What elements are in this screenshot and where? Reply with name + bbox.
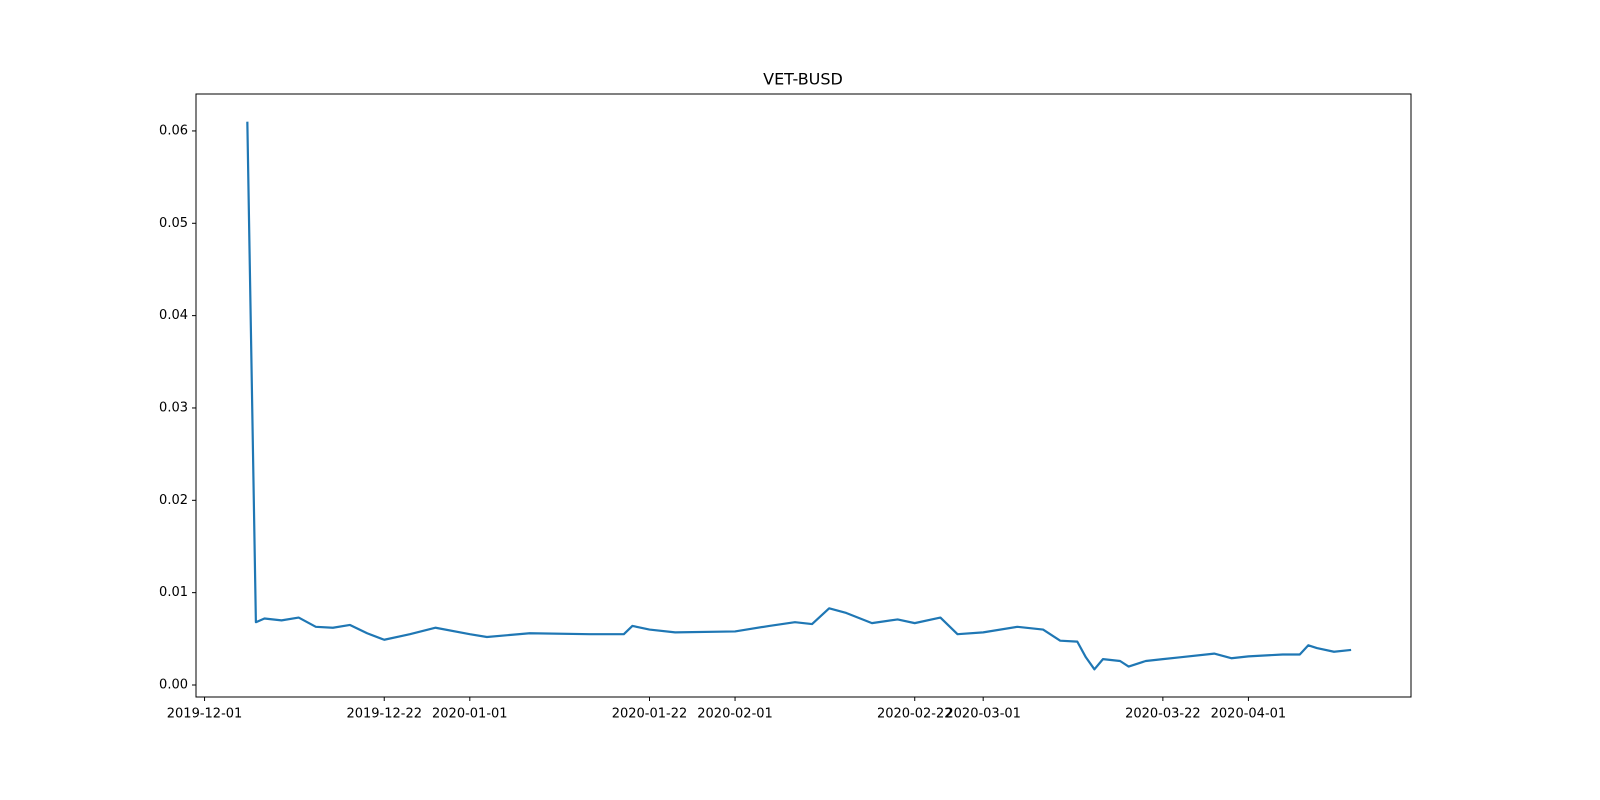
y-tick-label: 0.03 [159,400,188,415]
y-tick-label: 0.06 [159,123,188,138]
x-tick-label: 2020-01-01 [432,707,508,722]
line-series [246,121,1352,671]
plot-frame [195,93,1412,698]
x-tick-label: 2020-01-22 [612,707,688,722]
y-tick-label: 0.05 [159,216,188,231]
x-tick-label: 2020-02-22 [877,707,953,722]
x-tick-label: 2020-03-22 [1125,707,1201,722]
x-tick-label: 2020-02-01 [697,707,773,722]
y-tick-label: 0.01 [159,585,188,600]
x-tick-label: 2020-04-01 [1211,707,1287,722]
y-tick-label: 0.04 [159,308,188,323]
y-tick-label: 0.00 [159,677,188,692]
x-tick-label: 2019-12-22 [346,707,422,722]
x-tick-label: 2020-03-01 [945,707,1021,722]
x-tick-label: 2019-12-01 [167,707,243,722]
y-tick-label: 0.02 [159,493,188,508]
chart-title: VET-BUSD [763,70,843,89]
